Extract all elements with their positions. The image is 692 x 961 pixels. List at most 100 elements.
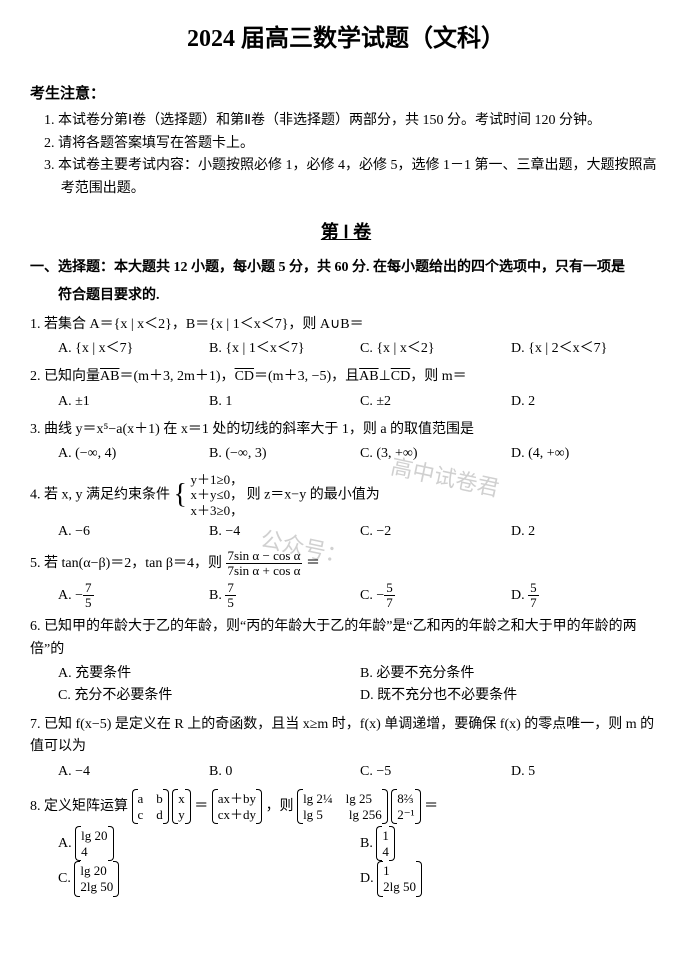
q5-c-pre: C. − bbox=[360, 588, 384, 603]
q2-opt-a: A. ±1 bbox=[58, 391, 209, 413]
mrow: 1 bbox=[383, 863, 416, 879]
frac: 75 bbox=[225, 581, 236, 611]
q6-opt-d: D. 既不充分也不必要条件 bbox=[360, 685, 662, 707]
q5-b-pre: B. bbox=[209, 588, 225, 603]
page-root: 2024 届高三数学试题（文科） 考生注意： 1. 本试卷分第Ⅰ卷（选择题）和第… bbox=[30, 20, 662, 897]
frac: 75 bbox=[83, 581, 94, 611]
q8-pre: 8. 定义矩阵运算 bbox=[30, 799, 128, 814]
den: 5 bbox=[83, 596, 94, 610]
q3-opt-a: A. (−∞, 4) bbox=[58, 443, 209, 465]
mrow: ax＋by bbox=[218, 791, 256, 807]
q2-pre: 2. 已知向量 bbox=[30, 369, 100, 384]
q5-opt-d: D. 57 bbox=[511, 581, 662, 611]
exam-title: 2024 届高三数学试题（文科） bbox=[30, 20, 662, 58]
q6-opt-b: B. 必要不充分条件 bbox=[360, 663, 662, 685]
q5-opt-a: A. −75 bbox=[58, 581, 209, 611]
q8-opt-d: D. 1 2lg 50 bbox=[360, 861, 662, 896]
mrow: lg 2¼ lg 25 bbox=[303, 791, 382, 807]
mrow: 2lg 50 bbox=[383, 879, 416, 895]
num: 5 bbox=[384, 581, 395, 596]
opt-label: D. bbox=[360, 871, 377, 886]
q7-opt-b: B. 0 bbox=[209, 761, 360, 783]
mrow: 2⁻¹ bbox=[397, 807, 414, 823]
mrow: x bbox=[178, 791, 185, 807]
q7-opt-a: A. −4 bbox=[58, 761, 209, 783]
q2-stem: 2. 已知向量AB＝(m＋3, 2m＋1)，CD＝(m＋3, −5)，且AB⊥C… bbox=[30, 366, 662, 388]
brace-icon: { bbox=[174, 479, 187, 510]
q4-opt-d: D. 2 bbox=[511, 521, 662, 543]
matrix: 1 2lg 50 bbox=[377, 861, 422, 896]
q5-den: 7sin α + cos α bbox=[226, 564, 303, 578]
q4-post: 则 z＝x−y 的最小值为 bbox=[247, 487, 380, 502]
q3-stem: 3. 曲线 y＝x⁵−a(x＋1) 在 x＝1 处的切线的斜率大于 1，则 a … bbox=[30, 419, 662, 441]
notice-item: 3. 本试卷主要考试内容：小题按照必修 1，必修 4，必修 5，选修 1－1 第… bbox=[44, 155, 662, 200]
den: 7 bbox=[384, 596, 395, 610]
q4-opt-b: B. −4 bbox=[209, 521, 360, 543]
opt-label: B. bbox=[360, 836, 376, 851]
q1-opt-b: B. {x | 1＜x＜7} bbox=[209, 338, 360, 360]
q2-mid2: ＝(m＋3, −5)，且 bbox=[254, 369, 359, 384]
mrow: 4 bbox=[81, 844, 107, 860]
q5-opt-c: C. −57 bbox=[360, 581, 511, 611]
q6-stem: 6. 已知甲的年龄大于乙的年龄，则“丙的年龄大于乙的年龄”是“乙和丙的年龄之和大… bbox=[30, 616, 662, 661]
q7-opt-c: C. −5 bbox=[360, 761, 511, 783]
section-1-title: 第 Ⅰ 卷 bbox=[30, 218, 662, 247]
eq: ＝ bbox=[194, 799, 208, 814]
num: 7 bbox=[83, 581, 94, 596]
q1-opt-c: C. {x | x＜2} bbox=[360, 338, 511, 360]
perp-symbol: ⊥ bbox=[379, 369, 391, 384]
q1-stem: 1. 若集合 A＝{x | x＜2}，B＝{x | 1＜x＜7}，则 A∪B＝ bbox=[30, 314, 662, 336]
q4-c1: y＋1≥0， bbox=[190, 472, 243, 488]
q5-num: 7sin α − cos α bbox=[226, 549, 303, 564]
mrow: lg 5 lg 256 bbox=[303, 807, 382, 823]
mrow: 2lg 50 bbox=[80, 879, 113, 895]
eq: ＝ bbox=[424, 799, 438, 814]
opt-label: C. bbox=[58, 871, 74, 886]
q5-stem: 5. 若 tan(α−β)＝2，tan β＝4，则 7sin α − cos α… bbox=[30, 549, 662, 579]
mrow: lg 20 bbox=[81, 828, 107, 844]
q3-opt-c: C. (3, +∞) bbox=[360, 443, 511, 465]
q6-opt-c: C. 充分不必要条件 bbox=[58, 685, 360, 707]
q7-options: A. −4 B. 0 C. −5 D. 5 bbox=[58, 761, 662, 783]
matrix: 1 4 bbox=[376, 826, 395, 861]
mrow: c d bbox=[138, 807, 163, 823]
notice-head: 考生注意： bbox=[30, 82, 662, 106]
q8-opt-a: A. lg 20 4 bbox=[58, 826, 360, 861]
matrix: lg 20 4 bbox=[75, 826, 113, 861]
q1-opt-a: A. {x | x＜7} bbox=[58, 338, 209, 360]
matrix: lg 2¼ lg 25 lg 5 lg 256 bbox=[297, 789, 388, 824]
mrow: 1 bbox=[382, 828, 389, 844]
q2-opt-c: C. ±2 bbox=[360, 391, 511, 413]
q2-end: ，则 m＝ bbox=[410, 369, 466, 384]
q6-opt-a: A. 充要条件 bbox=[58, 663, 360, 685]
q4-constraints: y＋1≥0， x＋y≤0， x＋3≥0， bbox=[190, 472, 243, 519]
q6-options: A. 充要条件 B. 必要不充分条件 C. 充分不必要条件 D. 既不充分也不必… bbox=[58, 663, 662, 708]
frac: 57 bbox=[384, 581, 395, 611]
q8-options: A. lg 20 4 B. 1 4 C. lg 20 2lg 50 D. 1 bbox=[58, 826, 662, 896]
vec-ab: AB bbox=[100, 369, 119, 384]
notice-item: 2. 请将各题答案填写在答题卡上。 bbox=[44, 133, 662, 155]
q5-pre: 5. 若 tan(α−β)＝2，tan β＝4，则 bbox=[30, 556, 222, 571]
num: 7 bbox=[225, 581, 236, 596]
q8-stem: 8. 定义矩阵运算 a b c d x y ＝ ax＋by cx＋dy ，则 l… bbox=[30, 789, 662, 824]
frac: 57 bbox=[528, 581, 539, 611]
num: 5 bbox=[528, 581, 539, 596]
q8-opt-b: B. 1 4 bbox=[360, 826, 662, 861]
q7-stem: 7. 已知 f(x−5) 是定义在 R 上的奇函数，且当 x≥m 时，f(x) … bbox=[30, 714, 662, 759]
q8-opt-c: C. lg 20 2lg 50 bbox=[58, 861, 360, 896]
matrix: 8⅔ 2⁻¹ bbox=[391, 789, 420, 824]
mrow: a b bbox=[138, 791, 163, 807]
q2-opt-d: D. 2 bbox=[511, 391, 662, 413]
q3-opt-d: D. (4, +∞) bbox=[511, 443, 662, 465]
q4-stem: 4. 若 x, y 满足约束条件 { y＋1≥0， x＋y≤0， x＋3≥0， … bbox=[30, 472, 662, 519]
vec-cd: CD bbox=[235, 369, 254, 384]
q3-opt-b: B. (−∞, 3) bbox=[209, 443, 360, 465]
vec-cd2: CD bbox=[391, 369, 410, 384]
q4-c2: x＋y≤0， bbox=[190, 487, 243, 503]
q4-opt-c: C. −2 bbox=[360, 521, 511, 543]
q4-c3: x＋3≥0， bbox=[190, 503, 243, 519]
mrow: y bbox=[178, 807, 185, 823]
q4-opt-a: A. −6 bbox=[58, 521, 209, 543]
den: 7 bbox=[528, 596, 539, 610]
matrix: x y bbox=[172, 789, 191, 824]
